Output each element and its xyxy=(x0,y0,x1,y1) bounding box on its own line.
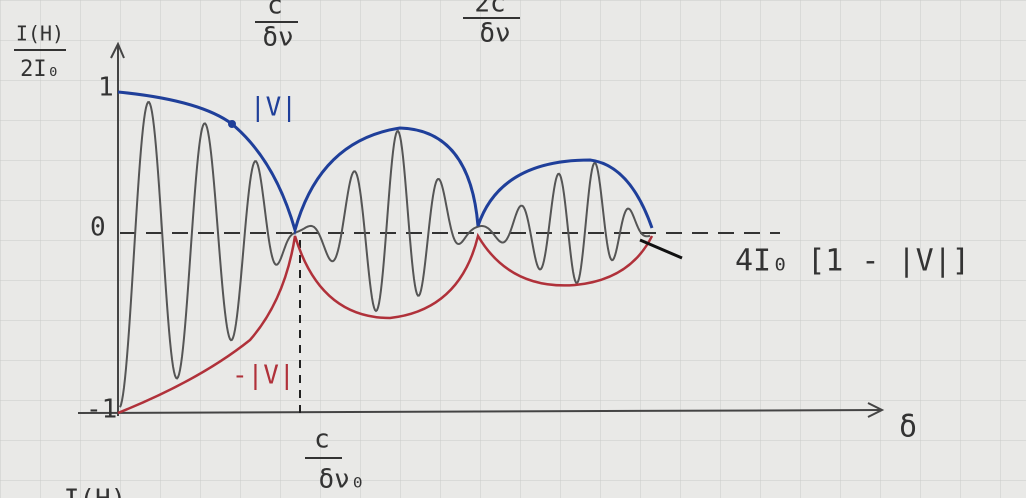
x-tick-num: c xyxy=(314,425,330,455)
x-axis-label: δ xyxy=(899,410,917,445)
fraction-num: c xyxy=(267,0,283,21)
y-zero: 0 xyxy=(90,213,106,243)
sketch: c δν 2c δν I(H) 2I₀ 1 0 -1 |V| -|V| 4I₀ … xyxy=(0,0,1026,498)
difference-label: 4I₀ [1 - |V|] xyxy=(735,244,970,279)
y-axis-den: 2I₀ xyxy=(20,57,60,82)
lower-envelope-label: -|V| xyxy=(232,361,295,391)
upper-envelope-label: |V| xyxy=(250,93,297,123)
fraction-den: δν xyxy=(479,19,510,49)
envelope-dot xyxy=(228,120,236,128)
bottom-fragment: I(H) xyxy=(64,485,127,498)
fraction-num: 2c xyxy=(474,0,505,19)
x-tick-den: δν₀ xyxy=(319,465,366,495)
page: {"labels": { "top_fraction_1_num": "c", … xyxy=(0,0,1026,498)
fraction-den: δν xyxy=(262,23,293,53)
y-min: -1 xyxy=(86,395,117,425)
y-max: 1 xyxy=(98,73,114,103)
y-axis-num: I(H) xyxy=(16,22,64,46)
